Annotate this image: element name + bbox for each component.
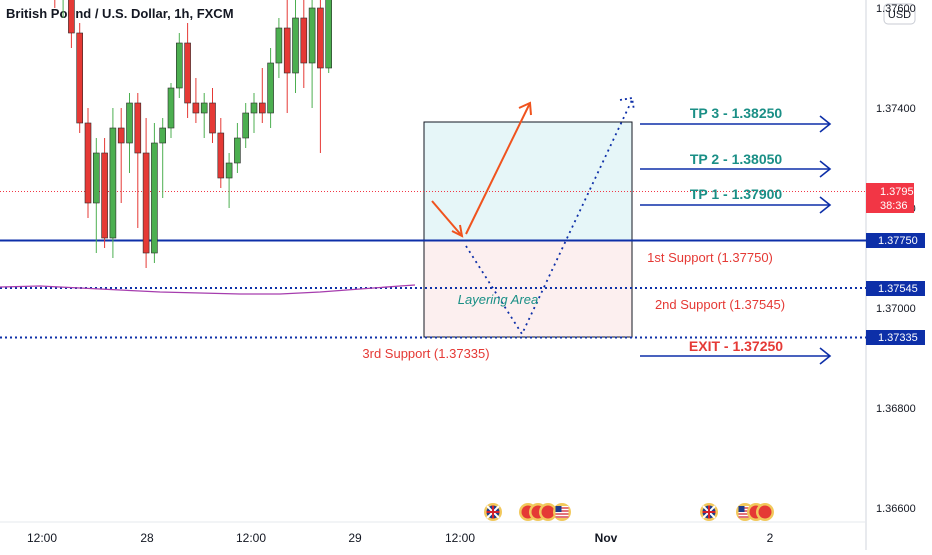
candle-bearish xyxy=(184,23,191,118)
countdown-value: 38:36 xyxy=(880,200,908,212)
candle-bullish xyxy=(109,108,117,258)
x-axis: 12:00 28 12:00 29 12:00 Nov 2 xyxy=(27,531,774,545)
candle-bullish xyxy=(225,153,233,208)
candle-bullish xyxy=(234,123,241,173)
x-tick-label: 12:00 xyxy=(236,531,266,545)
current-price-tag: 1.37953 38:36 xyxy=(866,183,920,213)
flags-us-eu-icon[interactable] xyxy=(736,503,774,521)
support-1-label: 1st Support (1.37750) xyxy=(647,250,773,265)
candle-bearish xyxy=(134,93,142,228)
candle-bearish xyxy=(317,0,324,153)
candle-bullish xyxy=(242,103,249,148)
exit-label: EXIT - 1.37250 xyxy=(689,338,783,354)
support-3-label: 3rd Support (1.37335) xyxy=(362,346,489,361)
x-tick-label: 2 xyxy=(767,531,774,545)
candle-bullish xyxy=(250,93,258,133)
flags-gb-icon[interactable] xyxy=(700,503,718,521)
x-tick-label: 12:00 xyxy=(445,531,475,545)
candle-bullish xyxy=(62,0,64,18)
x-tick-label: 12:00 xyxy=(27,531,57,545)
candle-bearish xyxy=(283,0,291,113)
candle-bearish xyxy=(300,0,308,88)
candle-bullish xyxy=(275,18,283,78)
exit-arrow xyxy=(640,347,832,365)
price-tag-3-value: 1.37335 xyxy=(878,332,918,344)
tp3-arrow xyxy=(640,115,832,133)
price-tag-support-1: 1.37750 xyxy=(866,233,925,248)
y-tick-label: 1.37000 xyxy=(876,303,916,315)
x-tick-label: Nov xyxy=(595,531,618,545)
y-tick-label: 1.37600 xyxy=(876,3,916,15)
chart-title: British Pound / U.S. Dollar, 1h, FXCM xyxy=(6,6,234,21)
candle-bullish xyxy=(93,138,100,253)
y-tick-label: 1.36600 xyxy=(876,503,916,515)
candle-bullish xyxy=(151,123,158,263)
candle-bearish xyxy=(117,108,125,203)
take-profit-zone xyxy=(423,121,633,241)
tp2-arrow xyxy=(640,160,832,178)
moving-average-line xyxy=(0,284,416,295)
candle-bearish xyxy=(84,108,92,218)
tp1-arrow xyxy=(640,196,832,214)
economic-events[interactable] xyxy=(484,503,774,521)
flags-gb-icon[interactable] xyxy=(484,503,502,521)
support-2-label: 2nd Support (1.37545) xyxy=(655,297,785,312)
currency-button[interactable]: USD xyxy=(883,3,916,25)
candle-bearish xyxy=(192,78,200,123)
current-price-value: 1.37953 xyxy=(880,186,920,198)
tp3-label: TP 3 - 1.38250 xyxy=(690,105,783,121)
candle-bearish xyxy=(258,68,266,123)
tp1-label: TP 1 - 1.37900 xyxy=(690,186,783,202)
candle-bullish xyxy=(292,0,299,93)
y-tick-label: 1.36800 xyxy=(876,403,916,415)
y-axis: 1.386001.384001.382001.380001.378001.376… xyxy=(876,3,916,515)
candle-bullish xyxy=(308,0,316,108)
candle-bearish xyxy=(217,118,225,188)
x-tick-label: 28 xyxy=(140,531,154,545)
candle-bearish xyxy=(142,118,150,268)
tp2-label: TP 2 - 1.38050 xyxy=(690,151,783,167)
currency-label: USD xyxy=(888,9,911,21)
layering-area-label: Layering Area xyxy=(458,292,538,307)
candle-bullish xyxy=(200,93,208,138)
price-tag-support-3: 1.37335 xyxy=(866,330,925,345)
flags-us-eu-icon[interactable] xyxy=(519,503,571,521)
candle-bullish xyxy=(176,33,183,98)
candle-bullish xyxy=(267,48,274,128)
price-tag-support-2: 1.37545 xyxy=(866,281,925,296)
x-tick-label: 29 xyxy=(348,531,362,545)
y-tick-label: 1.37400 xyxy=(876,103,916,115)
candle-bearish xyxy=(209,88,216,143)
candle-bullish xyxy=(167,83,175,138)
candles-layer xyxy=(54,0,333,268)
candle-bullish xyxy=(126,93,133,173)
candle-bullish xyxy=(325,0,333,73)
candle-bearish xyxy=(68,0,75,48)
price-tag-2-value: 1.37545 xyxy=(878,283,918,295)
candle-bullish xyxy=(159,118,166,198)
candle-bearish xyxy=(101,138,108,248)
orange-projection-arrow xyxy=(431,101,532,238)
price-tag-1-value: 1.37750 xyxy=(878,235,918,247)
dotted-projection-path xyxy=(465,96,635,336)
candle-bearish xyxy=(76,23,83,133)
